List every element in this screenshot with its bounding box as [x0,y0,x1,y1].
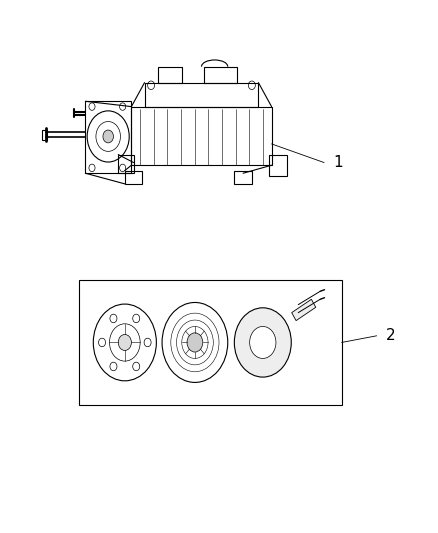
Circle shape [234,308,291,377]
Text: 1: 1 [333,155,343,170]
Circle shape [118,335,131,351]
Circle shape [250,326,276,359]
Circle shape [103,130,113,143]
Text: 2: 2 [385,328,395,343]
Circle shape [187,333,203,352]
Bar [79,280,342,405]
Polygon shape [292,300,316,321]
Polygon shape [42,130,47,140]
